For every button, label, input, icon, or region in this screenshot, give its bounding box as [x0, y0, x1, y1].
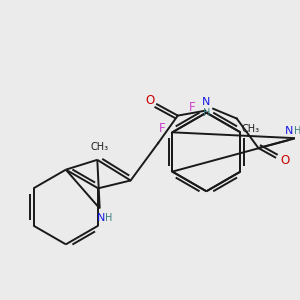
Text: H: H [202, 108, 210, 118]
Text: O: O [146, 94, 155, 107]
Text: CH₃: CH₃ [90, 142, 108, 152]
Text: H: H [294, 126, 300, 136]
Text: F: F [189, 101, 196, 114]
Text: N: N [97, 213, 105, 223]
Text: N: N [202, 97, 211, 107]
Text: CH₃: CH₃ [241, 124, 259, 134]
Text: N: N [285, 126, 293, 136]
Text: O: O [280, 154, 289, 167]
Text: H: H [105, 213, 112, 223]
Text: F: F [159, 122, 166, 135]
